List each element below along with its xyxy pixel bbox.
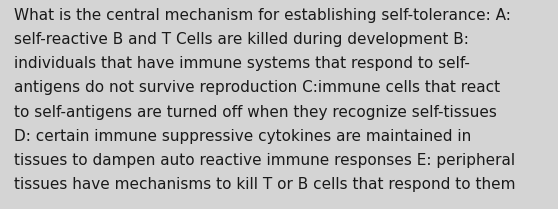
Text: D: certain immune suppressive cytokines are maintained in: D: certain immune suppressive cytokines …	[14, 129, 471, 144]
Text: tissues to dampen auto reactive immune responses E: peripheral: tissues to dampen auto reactive immune r…	[14, 153, 515, 168]
Text: individuals that have immune systems that respond to self-: individuals that have immune systems tha…	[14, 56, 470, 71]
Text: What is the central mechanism for establishing self-tolerance: A:: What is the central mechanism for establ…	[14, 8, 511, 23]
Text: antigens do not survive reproduction C:immune cells that react: antigens do not survive reproduction C:i…	[14, 80, 500, 96]
Text: self-reactive B and T Cells are killed during development B:: self-reactive B and T Cells are killed d…	[14, 32, 469, 47]
Text: to self-antigens are turned off when they recognize self-tissues: to self-antigens are turned off when the…	[14, 104, 497, 120]
Text: tissues have mechanisms to kill T or B cells that respond to them: tissues have mechanisms to kill T or B c…	[14, 177, 516, 192]
